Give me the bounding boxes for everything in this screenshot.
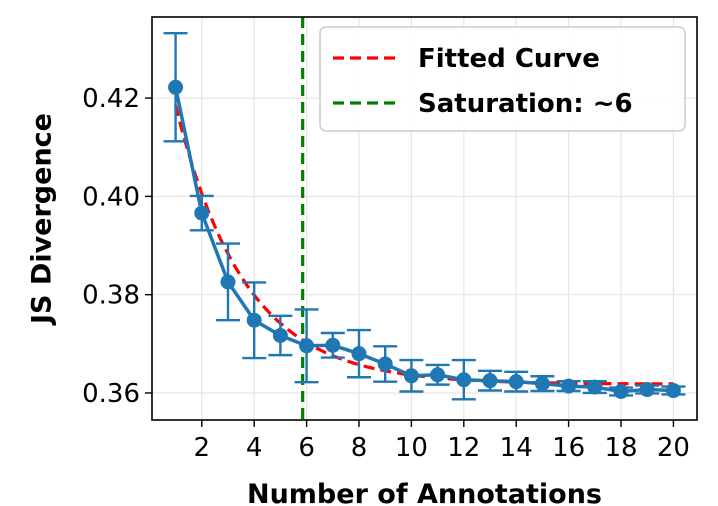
legend-saturation-label: Saturation: ~6: [418, 89, 633, 119]
data-point: [665, 383, 681, 399]
y-tick-label: 0.42: [82, 84, 140, 114]
data-line-layer: [173, 86, 674, 394]
data-point: [430, 367, 446, 383]
fitted-curve: [174, 104, 674, 386]
y-tick-label: 0.38: [82, 281, 140, 311]
data-point: [639, 382, 655, 398]
x-tick-label: 4: [246, 433, 263, 463]
y-tick-label: 0.40: [82, 182, 140, 212]
data-point: [377, 356, 393, 372]
data-point: [299, 338, 315, 354]
data-point: [482, 373, 498, 389]
x-axis: 2 4 6 8 10 12 14 16 18 20: [194, 420, 690, 463]
data-point: [613, 383, 629, 399]
data-points-layer: [168, 79, 681, 399]
data-point: [587, 379, 603, 395]
x-tick-label: 8: [351, 433, 368, 463]
data-point: [194, 205, 210, 221]
legend-box: [319, 26, 686, 132]
x-tick-label: 16: [552, 433, 585, 463]
x-tick-label: 18: [604, 433, 637, 463]
y-axis-label: JS Divergence: [27, 113, 58, 326]
x-tick-label: 20: [657, 433, 690, 463]
fitted-curve-layer: [174, 104, 674, 386]
data-point: [561, 378, 577, 394]
data-point: [168, 79, 184, 95]
data-point: [246, 312, 262, 328]
x-tick-label: 6: [298, 433, 315, 463]
y-tick-label: 0.36: [82, 379, 140, 409]
data-point: [456, 372, 472, 388]
legend: Fitted Curve Saturation: ~6: [319, 26, 686, 132]
plot-frame: [151, 16, 698, 421]
data-line: [173, 86, 674, 394]
data-point: [220, 274, 236, 290]
data-point: [403, 368, 419, 384]
x-tick-label: 10: [395, 433, 428, 463]
x-tick-label: 12: [447, 433, 480, 463]
data-point: [325, 337, 341, 353]
data-point: [508, 374, 524, 390]
data-point: [534, 376, 550, 392]
data-point: [272, 327, 288, 343]
x-tick-label: 14: [500, 433, 533, 463]
data-point: [351, 346, 367, 362]
x-tick-label: 2: [194, 433, 211, 463]
x-axis-label: Number of Annotations: [247, 479, 602, 506]
y-axis: 0.36 0.38 0.40 0.42: [82, 84, 152, 409]
legend-fitted-label: Fitted Curve: [418, 44, 600, 74]
